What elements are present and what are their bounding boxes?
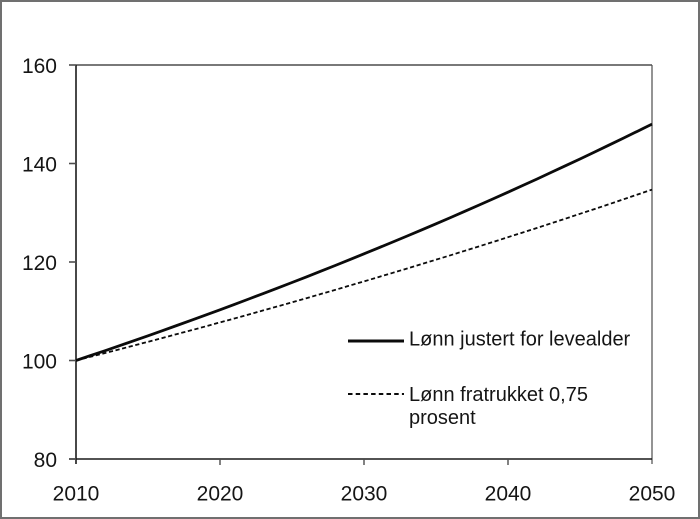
svg-text:2040: 2040: [485, 483, 532, 506]
svg-text:2010: 2010: [53, 483, 100, 506]
svg-text:160: 160: [22, 55, 57, 78]
svg-text:Lønn fratrukket 0,75: Lønn fratrukket 0,75: [409, 384, 588, 406]
svg-text:prosent: prosent: [409, 407, 476, 429]
svg-text:120: 120: [22, 252, 57, 275]
svg-text:2050: 2050: [629, 483, 676, 506]
svg-text:100: 100: [22, 351, 57, 374]
svg-text:2030: 2030: [341, 483, 388, 506]
svg-text:Lønn justert for levealder: Lønn justert for levealder: [409, 329, 631, 351]
svg-text:80: 80: [34, 449, 57, 472]
svg-text:140: 140: [22, 154, 57, 177]
svg-text:2020: 2020: [197, 483, 244, 506]
